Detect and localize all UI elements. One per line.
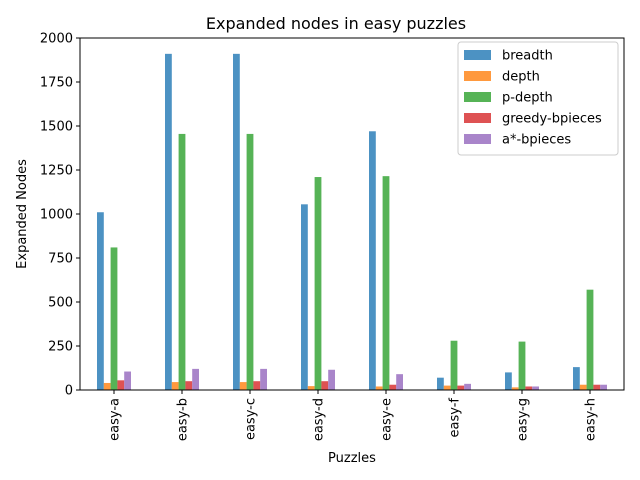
- bar-depth-easy-e: [375, 386, 383, 390]
- bar-p-depth-easy-a: [110, 247, 118, 390]
- bar-greedy-bpieces-easy-e: [389, 384, 397, 390]
- bar-depth-easy-h: [579, 384, 587, 390]
- bar-greedy-bpieces-easy-d: [321, 381, 329, 390]
- bar-breadth-easy-h: [573, 367, 580, 390]
- legend-label-a*-bpieces: a*-bpieces: [502, 133, 571, 148]
- y-tick-label: 1000: [40, 208, 73, 223]
- y-axis: 0 250 500 750 1000 1250 1500 1750 2000: [40, 32, 80, 399]
- legend-swatch-greedy-bpieces: [464, 113, 491, 123]
- bar-a*-bpieces-easy-d: [328, 369, 335, 390]
- bar-depth-easy-g: [511, 387, 519, 390]
- bar-breadth-easy-b: [165, 53, 172, 391]
- legend-label-breadth: breadth: [502, 49, 553, 64]
- x-tick-label: easy-g: [516, 398, 531, 441]
- bar-a*-bpieces-easy-c: [260, 368, 267, 390]
- bar-p-depth-easy-d: [314, 177, 322, 390]
- bar-breadth-easy-g: [505, 372, 512, 390]
- legend-swatch-depth: [464, 71, 491, 81]
- legend-swatch-breadth: [464, 50, 491, 60]
- y-tick-label: 250: [48, 340, 73, 355]
- bar-a*-bpieces-easy-f: [464, 383, 471, 390]
- bar-p-depth-easy-h: [586, 289, 594, 390]
- bar-depth-easy-a: [103, 382, 111, 390]
- y-tick-label: 2000: [40, 32, 73, 47]
- y-tick-label: 750: [48, 252, 73, 267]
- x-axis: easy-a easy-b easy-c easy-d easy-e easy-f easy…: [108, 390, 599, 441]
- legend-label-p-depth: p-depth: [502, 91, 553, 106]
- y-axis-title: Expanded Nodes: [15, 159, 30, 269]
- chart-title: Expanded nodes in easy puzzles: [206, 14, 466, 33]
- y-tick-label: 0: [65, 384, 73, 399]
- bar-p-depth-easy-g: [518, 341, 526, 390]
- bar-greedy-bpieces-easy-g: [525, 386, 533, 390]
- bar-p-depth-easy-b: [178, 133, 186, 391]
- y-tick-label: 500: [48, 296, 73, 311]
- bar-depth-easy-d: [307, 386, 315, 390]
- legend-box: [457, 41, 619, 156]
- y-tick-label: 1750: [40, 76, 73, 91]
- bar-breadth-easy-c: [233, 53, 240, 391]
- bar-greedy-bpieces-easy-c: [253, 381, 261, 390]
- bar-greedy-bpieces-easy-h: [593, 384, 601, 390]
- bar-a*-bpieces-easy-a: [124, 371, 131, 390]
- bar-p-depth-easy-c: [246, 133, 254, 391]
- bar-p-depth-easy-e: [382, 176, 390, 390]
- x-tick-label: easy-b: [176, 398, 191, 441]
- bar-greedy-bpieces-easy-a: [117, 380, 125, 390]
- bar-greedy-bpieces-easy-b: [185, 381, 193, 390]
- y-tick-label: 1250: [40, 164, 73, 179]
- y-tick-label: 1500: [40, 120, 73, 135]
- bar-a*-bpieces-easy-g: [532, 386, 539, 390]
- bar-greedy-bpieces-easy-f: [457, 385, 465, 390]
- bar-depth-easy-b: [171, 382, 179, 390]
- bar-a*-bpieces-easy-h: [600, 384, 607, 390]
- plot-area: [97, 53, 607, 391]
- legend-swatch-p-depth: [464, 92, 491, 102]
- legend-label-depth: depth: [502, 70, 540, 85]
- x-axis-title: Puzzles: [328, 451, 376, 466]
- bar-depth-easy-c: [239, 382, 247, 390]
- x-tick-label: easy-d: [312, 398, 327, 441]
- bar-breadth-easy-f: [437, 377, 444, 390]
- x-tick-label: easy-c: [244, 398, 259, 440]
- bar-a*-bpieces-easy-e: [396, 374, 403, 390]
- bar-breadth-easy-d: [301, 204, 308, 390]
- x-tick-label: easy-a: [108, 398, 123, 441]
- legend: breadth depth p-depth greedy-bpieces a*-bpie…: [457, 41, 619, 156]
- legend-label-greedy-bpieces: greedy-bpieces: [502, 112, 602, 127]
- x-tick-label: easy-h: [584, 398, 599, 441]
- legend-swatch-a*-bpieces: [464, 134, 491, 144]
- x-tick-label: easy-f: [448, 398, 463, 438]
- bar-a*-bpieces-easy-b: [192, 368, 199, 390]
- bar-p-depth-easy-f: [450, 340, 458, 390]
- bar-breadth-easy-e: [369, 131, 376, 390]
- bar-depth-easy-f: [443, 385, 451, 390]
- x-tick-label: easy-e: [380, 398, 395, 441]
- bar-breadth-easy-a: [97, 212, 104, 390]
